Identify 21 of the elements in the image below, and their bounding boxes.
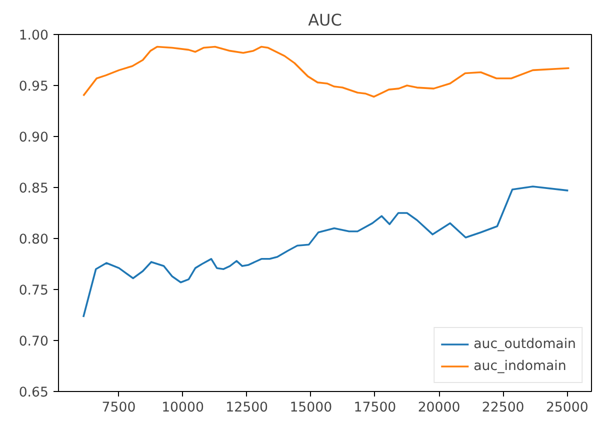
y-tick-label: 0.85 <box>18 182 49 196</box>
legend-label: auc_indomain <box>474 358 566 374</box>
y-tick-label: 0.65 <box>18 386 49 400</box>
y-tick-label: 0.80 <box>18 232 49 248</box>
line-series <box>82 46 570 98</box>
x-tick-label: 12500 <box>226 400 268 416</box>
y-tick-label: 0.90 <box>18 130 49 146</box>
legend-label: auc_outdomain <box>474 336 576 352</box>
y-tick-label: 0.75 <box>18 284 49 298</box>
x-tick-label: 22500 <box>482 400 524 416</box>
y-tick-label: 0.95 <box>18 80 49 94</box>
y-tick-label: 0.70 <box>18 334 49 350</box>
x-tick-label: 10000 <box>162 400 204 416</box>
x-tick-label: 17500 <box>354 400 396 416</box>
x-tick-label: 15000 <box>290 400 332 416</box>
x-tick-label: 7500 <box>102 400 136 416</box>
chart-title: AUC <box>308 10 342 30</box>
x-tick-label: 25000 <box>546 400 588 416</box>
line-series <box>82 186 570 318</box>
y-tick-label: 1.00 <box>18 28 49 44</box>
x-tick-label: 20000 <box>418 400 460 416</box>
